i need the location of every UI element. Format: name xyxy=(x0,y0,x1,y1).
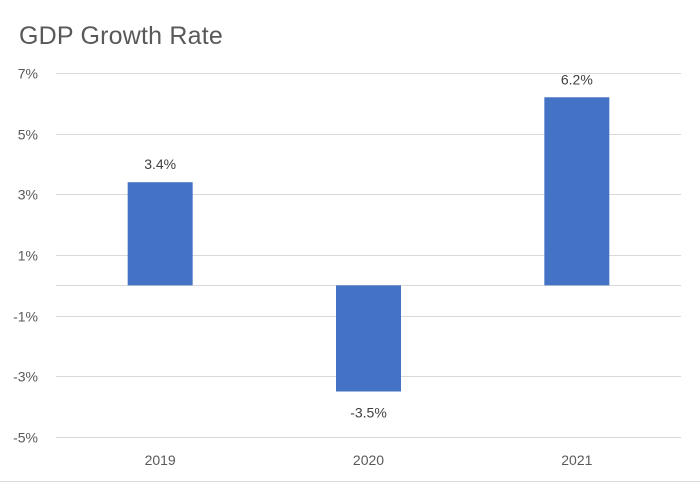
data-label-2020: -3.5% xyxy=(350,405,387,421)
chart-title: GDP Growth Rate xyxy=(19,22,224,50)
x-tick-label: 2019 xyxy=(145,452,176,468)
y-axis-tick-labels: 7% 5% 3% 1% -1% -3% -5% xyxy=(13,66,38,446)
x-axis-tick-labels: 2019 2020 2021 xyxy=(145,452,593,468)
x-tick-label: 2020 xyxy=(353,452,384,468)
bar-2020 xyxy=(336,285,401,392)
x-tick-label: 2021 xyxy=(561,452,592,468)
y-tick-label: -1% xyxy=(13,309,38,325)
bar-2021 xyxy=(544,97,610,286)
bar-2019 xyxy=(127,182,193,286)
y-tick-label: 1% xyxy=(18,248,38,264)
data-label-2021: 6.2% xyxy=(561,71,593,87)
data-labels: 3.4% -3.5% 6.2% xyxy=(144,71,593,420)
y-tick-label: -3% xyxy=(13,369,38,385)
data-label-2019: 3.4% xyxy=(144,156,176,172)
y-tick-label: 5% xyxy=(18,127,38,143)
y-tick-label: 7% xyxy=(18,66,38,82)
bars xyxy=(127,97,610,392)
y-tick-label: -5% xyxy=(13,430,38,446)
y-tick-label: 3% xyxy=(18,187,38,203)
